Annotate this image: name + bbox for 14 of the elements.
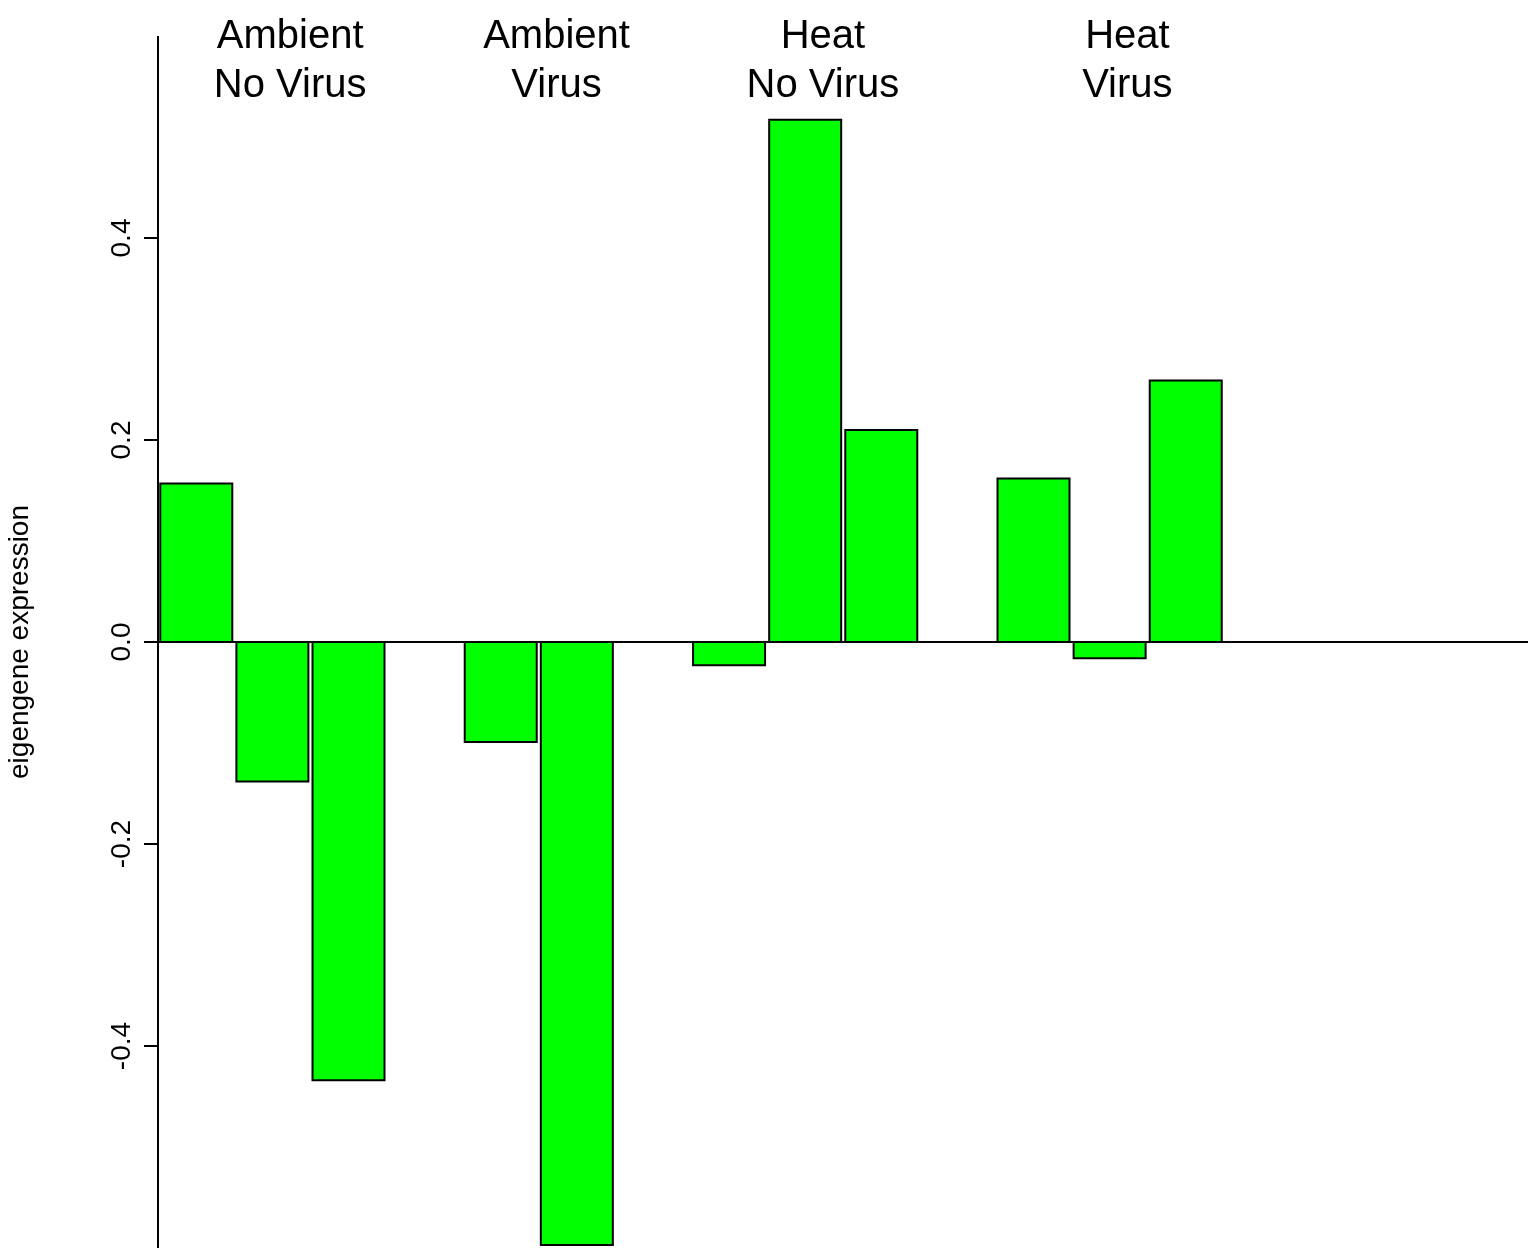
y-tick-label: 0.2 (105, 420, 136, 460)
annotation: No Virus (212, 60, 368, 107)
y-tick-label: 0.4 (105, 218, 136, 258)
y-tick-label: -0.2 (105, 819, 136, 869)
annotation: No Virus (745, 60, 901, 107)
annotation: Ambient (215, 11, 365, 58)
annotation: Heat (1084, 11, 1171, 58)
y-tick-label: 0.0 (105, 622, 136, 662)
annotation: Virus (510, 60, 603, 107)
annotation: Heat (779, 11, 867, 58)
annotation: Ambient (482, 11, 631, 58)
y-tick-label: -0.4 (105, 1021, 136, 1071)
y-axis-title: eigengene expression (2, 505, 34, 779)
annotation: Virus (1081, 60, 1174, 107)
